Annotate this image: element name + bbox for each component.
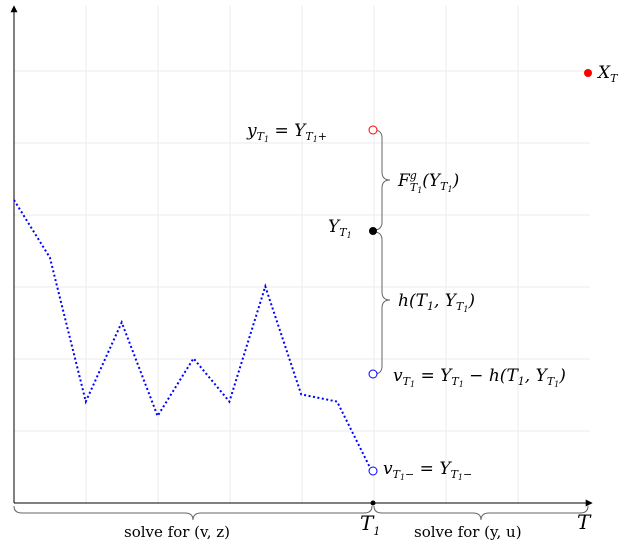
- upper-brace: [373, 129, 391, 231]
- lower-brace-label: h(T1, YT1): [398, 291, 475, 314]
- v-T1-minus-open-point: [368, 466, 378, 476]
- t-end-axis-label: T: [577, 510, 592, 534]
- upper-brace-label: Fg T1(YT1): [397, 169, 459, 195]
- x-end-red-point: [584, 69, 592, 77]
- Y-T1-filled-point: [369, 227, 377, 235]
- y-start-open-point: [368, 125, 378, 135]
- lower-brace: [373, 231, 391, 375]
- x-end-label: XT: [596, 63, 619, 85]
- left-bottom-brace: [13, 505, 373, 521]
- t1-axis-tick-point: [370, 500, 376, 506]
- t1-axis-label: T1: [360, 511, 380, 538]
- Y-T1-label: YT1: [328, 217, 352, 240]
- y-start-label: yT1 = YT1+: [246, 121, 327, 144]
- right-bottom-brace-label: solve for (y, u): [414, 523, 522, 541]
- v-T1-open-point: [368, 369, 378, 379]
- v-T1-minus-label: vT1− = YT1−: [383, 459, 472, 482]
- v-T1-label: vT1 = YT1 − h(T1, YT1): [393, 366, 566, 389]
- left-bottom-brace-label: solve for (v, z): [124, 523, 230, 541]
- blue-forward-path: [13, 199, 374, 475]
- background-grid: [14, 6, 590, 503]
- right-bottom-brace: [373, 505, 589, 521]
